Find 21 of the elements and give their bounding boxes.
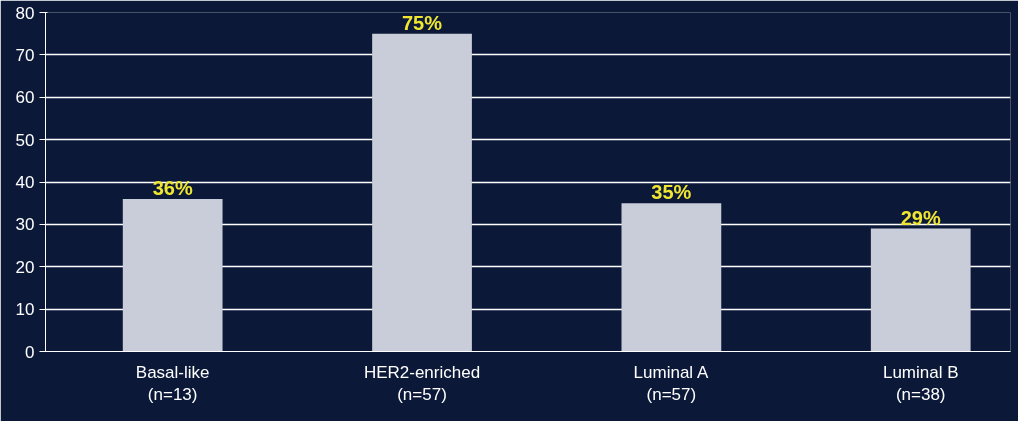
bar	[372, 33, 472, 352]
x-tick-label: HER2-enriched (n=57)	[363, 362, 481, 405]
y-tick-label: 40	[15, 173, 35, 192]
y-tick-label: 80	[15, 3, 35, 23]
y-tick-label: 20	[15, 257, 35, 277]
data-label: 29%	[900, 206, 941, 229]
y-tick-label: 50	[15, 130, 35, 150]
y-tick-label: 60	[15, 88, 35, 108]
bar	[122, 198, 223, 352]
y-tick-label: 0	[25, 342, 35, 362]
x-tick-label: Luminal B (n=38)	[882, 362, 959, 405]
data-label: 36%	[152, 176, 193, 199]
data-label: 75%	[402, 11, 443, 34]
data-label: 35%	[651, 181, 692, 204]
bar	[870, 228, 971, 352]
x-tick-label: Basal-like (n=13)	[135, 362, 210, 405]
y-tick-label: 10	[15, 300, 35, 320]
bar	[621, 203, 722, 352]
y-tick-label: 70	[15, 45, 35, 65]
x-tick-label: Luminal A (n=57)	[633, 362, 709, 405]
y-tick-label: 30	[15, 215, 35, 235]
